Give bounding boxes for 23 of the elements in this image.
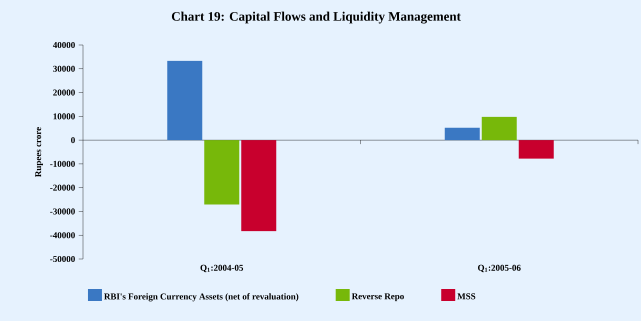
y-tick-label: 20000	[53, 90, 75, 96]
bar	[241, 140, 276, 232]
y-tick-label: -30000	[50, 208, 75, 214]
y-tick-label: 40000	[52, 42, 75, 48]
y-tick-label: 30000	[53, 66, 75, 72]
y-tick-label: 0	[71, 137, 75, 144]
legend-label: MSS	[457, 293, 476, 300]
x-tick-label: Q$_{1}$:2005-06	[478, 264, 521, 272]
chart-title: Chart 19: Capital Flows and Liquidity Management	[172, 12, 461, 24]
y-tick-label: -50000	[50, 256, 75, 262]
y-tick-label: 10000	[54, 113, 75, 120]
bar	[518, 140, 554, 159]
y-tick-label: -10000	[50, 160, 75, 167]
legend-label: Reverse Repo	[352, 293, 404, 302]
bar	[482, 116, 517, 140]
bar	[167, 60, 202, 140]
y-axis-title: Rupees crore	[35, 127, 43, 177]
x-tick-label: Q$_{1}$:2004-05	[200, 264, 244, 272]
y-tick-label: -20000	[50, 184, 75, 191]
bar	[444, 128, 480, 140]
legend-label: RBI's Foreign Currency Assets (net of revaluation)	[104, 293, 298, 302]
bar	[204, 140, 240, 205]
y-tick-label: -40000	[50, 232, 75, 238]
